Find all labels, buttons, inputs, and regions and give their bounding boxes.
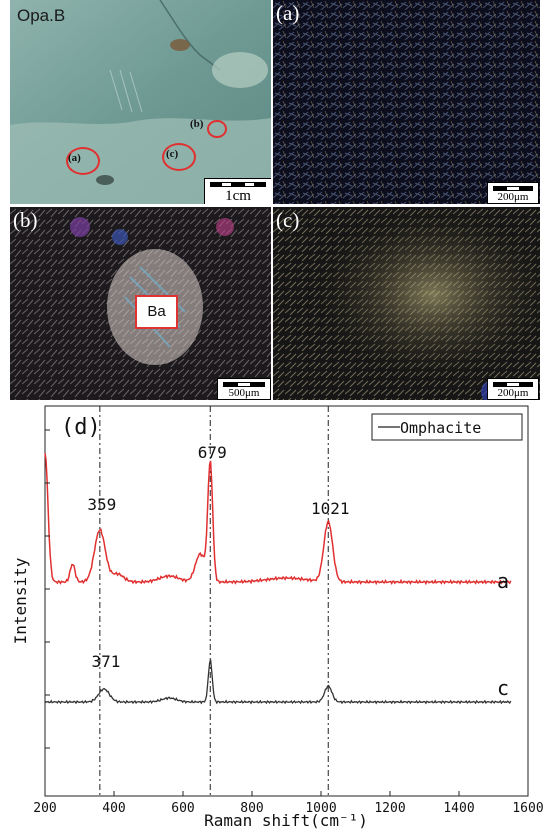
micrograph-c (273, 207, 540, 400)
sample-scalebar: 1cm (204, 178, 271, 204)
micrograph-a (273, 0, 540, 204)
y-axis-label: Intensity (11, 557, 30, 644)
series-c-line (44, 659, 512, 705)
marker-b-ring (207, 120, 227, 138)
micrograph-b-panel: (b) Ba 500μm (10, 207, 271, 400)
panel-a-label: (a) (276, 1, 300, 25)
x-tick-label: 1000 (305, 801, 336, 816)
peak-label-1021: 1021 (311, 499, 350, 518)
x-tick-label: 800 (240, 801, 263, 816)
sample-label: Opa.B (17, 6, 66, 25)
panel-c-scalebar: 200μm (487, 378, 539, 400)
sample-photo (10, 0, 271, 204)
panel-b-label: (b) (13, 208, 38, 232)
micrograph-a-panel: (a) 200μm (273, 0, 540, 204)
panel-c-scale-text: 200μm (497, 387, 529, 399)
panel-a-scalebar: 200μm (487, 182, 539, 204)
marker-c-label: (c) (166, 148, 179, 160)
panel-d-label: (d) (61, 415, 101, 440)
x-axis-ticks: 200 400 600 800 1000 1200 1400 1600 (33, 791, 544, 816)
series-a-name: a (497, 569, 509, 593)
series-a-line (44, 452, 512, 586)
x-tick-label: 400 (102, 801, 125, 816)
marker-b-label: (b) (190, 118, 204, 130)
panel-c-label: (c) (276, 208, 300, 232)
x-axis-label: Raman shift(cm⁻¹) (204, 811, 368, 830)
peak-label-359: 359 (87, 495, 116, 514)
peak-labels: 359 679 1021 371 (87, 443, 349, 671)
ba-mineral-tag: Ba (135, 295, 178, 329)
plot-frame (44, 405, 529, 797)
panel-a-scale-text: 200μm (497, 191, 529, 203)
marker-a-label: (a) (68, 152, 81, 164)
micrograph-c-panel: (c) 200μm (273, 207, 540, 400)
panel-b-scale-text: 500μm (228, 387, 260, 399)
raman-chart: 359 679 1021 371 200 400 600 800 1000 1200 1400 16… (11, 405, 544, 830)
x-tick-label: 600 (171, 801, 194, 816)
x-tick-label: 1200 (374, 801, 405, 816)
sample-photo-panel: Opa.B (a) (b) (c) 1cm (10, 0, 271, 204)
series-c-name: c (497, 676, 509, 700)
reference-lines (99, 406, 329, 796)
y-axis-ticks (45, 429, 50, 749)
x-tick-label: 1600 (512, 801, 543, 816)
panel-b-scalebar: 500μm (217, 378, 271, 400)
sample-scale-text: 1cm (225, 188, 251, 204)
legend-label: Omphacite (400, 419, 481, 437)
peak-label-679: 679 (198, 443, 227, 462)
x-tick-label: 200 (33, 801, 56, 816)
marker-a-ring (66, 147, 100, 175)
x-tick-label: 1400 (443, 801, 474, 816)
peak-label-371: 371 (92, 652, 121, 671)
marker-c-ring (162, 143, 196, 171)
